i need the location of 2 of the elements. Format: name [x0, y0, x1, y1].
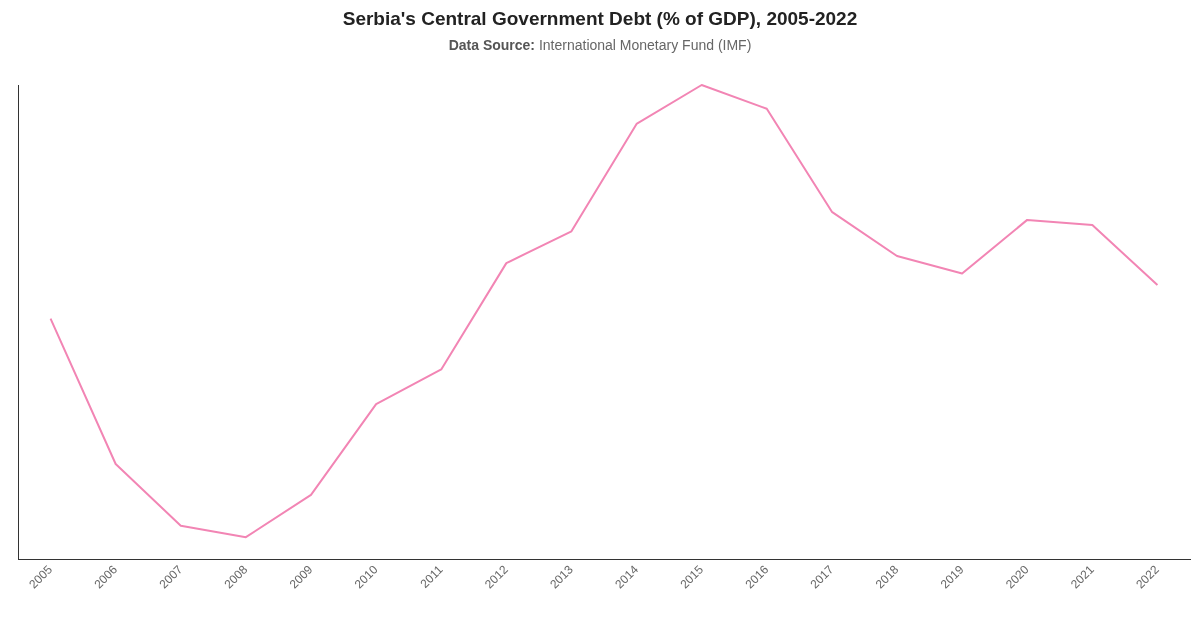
chart-subtitle: Data Source: International Monetary Fund (IMF) — [447, 37, 753, 55]
chart-title: Serbia's Central Government Debt (% of GDP), 2005-2022 — [341, 8, 859, 31]
